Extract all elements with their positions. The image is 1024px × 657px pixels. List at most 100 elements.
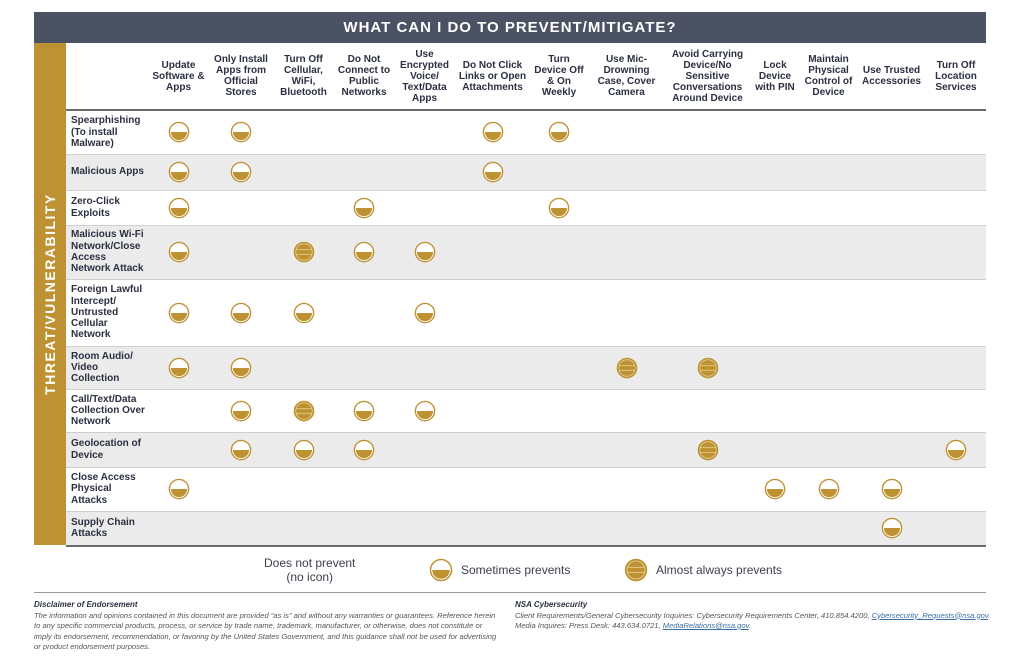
matrix-cell: [209, 154, 273, 191]
matrix-cell: [588, 432, 665, 468]
matrix-cell: [209, 225, 273, 280]
matrix-cell: [455, 511, 530, 547]
full-circle-icon: [697, 357, 718, 378]
matrix-cell: [926, 190, 986, 226]
matrix-cell: [800, 110, 857, 155]
legend-almost-always-prevents: Almost always prevents: [624, 547, 782, 592]
half-circle-icon: [168, 121, 189, 143]
matrix-cell: [455, 389, 530, 433]
legend-none-sub: (no icon): [286, 569, 334, 584]
matrix-cell: [926, 467, 986, 512]
matrix-cell: [857, 225, 926, 280]
table-row: Close Access Physical Attacks: [66, 467, 986, 512]
matrix-cell: [750, 154, 800, 191]
disclaimer-title: Disclaimer of Endorsement: [34, 600, 138, 609]
page-title: WHAT CAN I DO TO PREVENT/MITIGATE?: [34, 12, 986, 43]
matrix-cell: [209, 389, 273, 433]
disclaimer-text: The information and opinions contained i…: [34, 610, 497, 652]
matrix-cell: [750, 511, 800, 547]
matrix-cell: [926, 279, 986, 347]
side-label: THREAT/VULNERABILITY: [42, 193, 58, 395]
matrix-cell: [665, 190, 750, 226]
matrix-cell: [800, 279, 857, 347]
half-circle-icon: [293, 302, 314, 323]
matrix-cell: [750, 225, 800, 280]
matrix-cell: [800, 432, 857, 468]
half-circle-icon: [168, 357, 189, 378]
half-circle-icon: [168, 241, 189, 263]
matrix-cell: [148, 154, 209, 191]
matrix-cell: [926, 432, 986, 468]
matrix-cell: [394, 467, 455, 512]
column-header: Do Not Connect to Public Networks: [334, 43, 394, 111]
matrix-cell: [394, 190, 455, 226]
matrix-cell: [665, 110, 750, 155]
table-row: Spearphishing (To install Malware): [66, 110, 986, 155]
threat-label: Malicious Apps: [66, 154, 148, 191]
matrix-cell: [857, 154, 926, 191]
matrix-cell: [800, 346, 857, 390]
column-header: Update Software & Apps: [148, 43, 209, 111]
matrix-cell: [148, 432, 209, 468]
column-header: Avoid Carrying Device/No Sensitive Conve…: [665, 43, 750, 111]
matrix-cell: [800, 225, 857, 280]
matrix-cell: [394, 225, 455, 280]
matrix-cell: [148, 110, 209, 155]
matrix-cell: [455, 279, 530, 347]
matrix-cell: [750, 432, 800, 468]
matrix-cell: [148, 467, 209, 512]
cybersecurity-email-link[interactable]: Cybersecurity_Requests@nsa.gov: [871, 610, 989, 620]
matrix-cell: [530, 279, 588, 347]
matrix-cell: [857, 467, 926, 512]
matrix-cell: [273, 154, 334, 191]
matrix-cell: [857, 432, 926, 468]
matrix-cell: [857, 346, 926, 390]
matrix-cell: [148, 389, 209, 433]
matrix-cell: [588, 225, 665, 280]
half-circle-icon: [881, 478, 902, 500]
column-header: Do Not Click Links or Open Attachments: [455, 43, 530, 111]
matrix-cell: [455, 154, 530, 191]
period: .: [748, 621, 751, 630]
matrix-cell: [750, 110, 800, 155]
matrix-cell: [273, 467, 334, 512]
half-circle-icon: [293, 439, 314, 460]
contact-line-2: Media Inquires: Press Desk: 443.634.0721…: [515, 621, 1005, 632]
matrix-cell: [209, 190, 273, 226]
period: .: [988, 610, 991, 620]
half-circle-icon: [482, 121, 503, 143]
table-row: Malicious Wi-Fi Network/Close Access Net…: [66, 225, 986, 280]
matrix-cell: [394, 154, 455, 191]
matrix-cell: [857, 279, 926, 347]
half-circle-icon: [548, 197, 570, 218]
matrix-cell: [665, 432, 750, 468]
media-relations-email-link[interactable]: MediaRelations@nsa.gov: [662, 621, 749, 630]
matrix-cell: [334, 389, 394, 433]
column-header: Lock Device with PIN: [750, 43, 800, 111]
half-circle-icon: [230, 439, 252, 460]
matrix-cell: [857, 190, 926, 226]
matrix-cell: [334, 154, 394, 191]
matrix-cell: [273, 190, 334, 226]
matrix-cell: [334, 190, 394, 226]
half-circle-icon: [168, 197, 189, 218]
half-circle-icon: [881, 517, 902, 539]
table-row: Geolocation of Device: [66, 432, 986, 468]
matrix-cell: [665, 154, 750, 191]
full-circle-icon: [293, 400, 314, 421]
matrix-cell: [209, 110, 273, 155]
matrix-cell: [394, 346, 455, 390]
threat-label: Close Access Physical Attacks: [66, 467, 148, 512]
contact-line-2-text: Media Inquires: Press Desk: 443.634.0721…: [515, 621, 663, 630]
side-label-bar: THREAT/VULNERABILITY: [34, 43, 66, 545]
matrix-cell: [273, 432, 334, 468]
matrix-cell: [750, 190, 800, 226]
matrix-cell: [148, 511, 209, 547]
matrix-cell: [588, 389, 665, 433]
half-circle-icon: [230, 302, 252, 323]
half-circle-icon: [429, 558, 453, 581]
matrix-cell: [209, 432, 273, 468]
matrix-cell: [209, 467, 273, 512]
threat-label: Call/Text/Data Collection Over Network: [66, 389, 148, 433]
matrix-cell: [148, 190, 209, 226]
